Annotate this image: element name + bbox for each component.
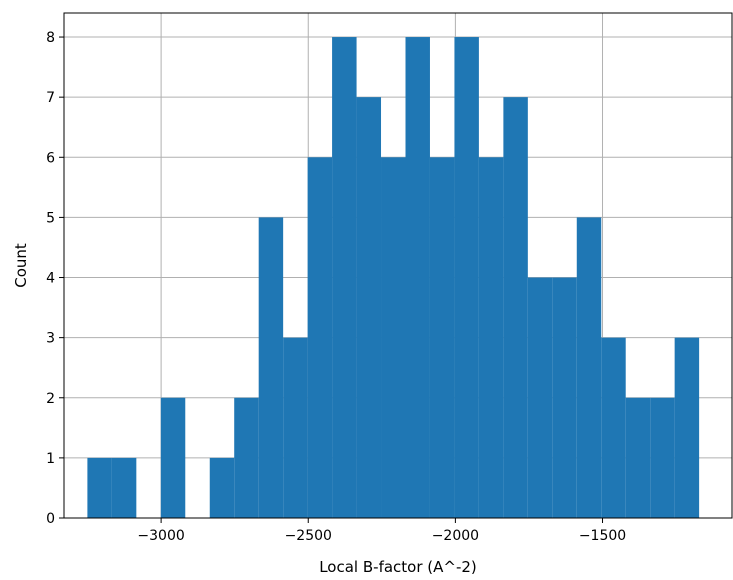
histogram-bar [650,397,675,518]
y-tick-label: 0 [46,511,55,527]
y-tick-label: 8 [46,30,55,46]
y-tick-label: 4 [46,271,55,287]
histogram-bar [674,337,700,518]
histogram-bar [307,157,333,519]
histogram-bar [601,337,626,518]
histogram-bar [332,37,357,519]
ticks: −3000 −2500 −2000 −1500 0 1 2 3 4 5 6 7 8 [46,30,626,544]
histogram-bar [381,157,406,519]
histogram-bar [527,277,553,518]
y-axis-title: Count [12,243,30,288]
y-tick-label: 2 [46,391,55,407]
histogram-bar [234,397,259,518]
x-tick-label: −3000 [137,528,184,544]
histogram-bar [552,277,577,518]
y-tick-label: 6 [46,150,55,166]
plot-frame [63,12,733,519]
x-tick-label: −1500 [579,528,626,544]
y-tick-label: 7 [46,90,55,106]
histogram-bar [405,37,430,519]
histogram-bar [503,97,528,519]
x-tick-label: −2500 [285,528,332,544]
y-tick-label: 3 [46,331,55,347]
bars [87,37,700,519]
histogram-bar [454,37,479,519]
y-tick-label: 1 [46,451,55,467]
histogram-bar [209,457,235,518]
histogram-bar [625,397,651,518]
histogram-bar [160,397,186,518]
histogram-bar [356,97,382,519]
x-tick-label: −2000 [432,528,479,544]
x-axis-title: Local B-factor (A^-2) [319,558,477,576]
histogram-bar [429,157,455,519]
y-tick-label: 5 [46,210,55,226]
histogram-bar [258,217,284,518]
histogram-bar [283,337,308,518]
histogram-bar [87,457,112,518]
histogram-bar [111,457,137,518]
histogram-bar [478,157,504,519]
histogram-bar [576,217,602,518]
